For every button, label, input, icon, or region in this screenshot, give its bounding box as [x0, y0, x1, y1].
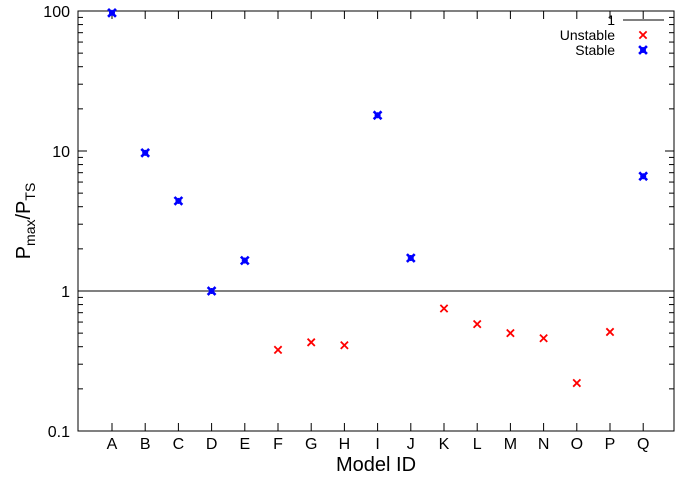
- stable-point: [140, 148, 151, 158]
- y-axis-title-base: P: [13, 246, 35, 259]
- unstable-point: [306, 338, 316, 347]
- stable-point: [372, 110, 383, 121]
- y-tick-label: 1: [61, 284, 70, 301]
- stable-point: [206, 286, 217, 296]
- y-tick-label: 100: [43, 4, 70, 21]
- data-points: [107, 8, 649, 388]
- x-tick-label: Q: [637, 436, 649, 453]
- plot-frame: [77, 10, 675, 432]
- unstable-point: [340, 340, 349, 350]
- x-tick-label: I: [375, 436, 379, 453]
- y-axis-title-sub2: TS: [22, 183, 38, 201]
- stable-point: [173, 196, 184, 206]
- legend-marker-swatch: [638, 45, 648, 55]
- x-tick-label: C: [173, 436, 185, 453]
- y-axis-title-sep: /P: [13, 201, 35, 220]
- stable-point: [638, 171, 649, 182]
- x-tick-label: P: [605, 436, 616, 453]
- unstable-point: [572, 378, 582, 388]
- x-tick-label: G: [305, 436, 317, 453]
- x-tick-label: F: [273, 436, 283, 453]
- y-axis-title-sub1: max: [22, 220, 38, 246]
- x-tick-label: M: [504, 436, 517, 453]
- unstable-point: [472, 319, 482, 329]
- x-tick-label: L: [473, 436, 482, 453]
- x-tick-label: B: [140, 436, 151, 453]
- stable-point: [239, 255, 250, 266]
- x-tick-label: D: [206, 436, 218, 453]
- x-tick-label: J: [407, 436, 415, 453]
- x-tick-label: H: [339, 436, 351, 453]
- unstable-point: [605, 327, 615, 337]
- axis-ticks: 0.1 1 10 100 A B C D E F G H I J K L M N O P Q: [43, 4, 674, 453]
- unstable-point: [439, 304, 449, 313]
- unstable-point: [506, 328, 515, 338]
- x-tick-label: A: [107, 436, 118, 453]
- legend-label: Stable: [575, 42, 615, 58]
- stable-point: [107, 8, 117, 18]
- legend-label: 1: [607, 12, 615, 28]
- y-tick-label: 0.1: [48, 424, 70, 441]
- x-tick-label: N: [538, 436, 550, 453]
- x-axis-title: Model ID: [336, 454, 416, 476]
- legend-label: Unstable: [560, 27, 615, 43]
- legend-marker-swatch: [638, 30, 648, 40]
- y-tick-label: 10: [52, 144, 70, 161]
- x-tick-label: K: [439, 436, 450, 453]
- stable-point: [405, 253, 416, 263]
- y-axis-title: Pmax/PTS: [13, 183, 38, 260]
- unstable-point: [539, 333, 548, 343]
- x-tick-label: E: [239, 436, 250, 453]
- unstable-point: [273, 345, 283, 355]
- x-tick-label: O: [571, 436, 583, 453]
